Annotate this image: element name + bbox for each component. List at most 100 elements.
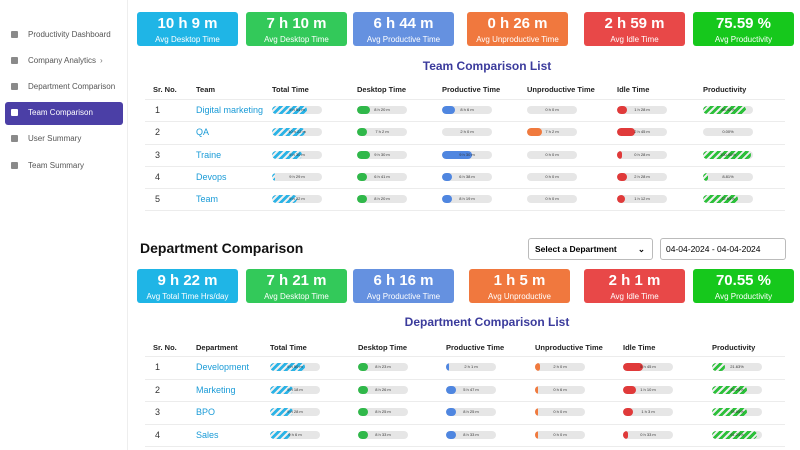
progress-track: 8 h 25 m xyxy=(358,408,408,416)
progress-track: 8 h 20 m xyxy=(357,195,407,203)
progress-label: 8 h 6 m xyxy=(460,107,474,112)
progress-label: 8.81% xyxy=(722,174,734,179)
progress-label: 9 h 30 m xyxy=(289,152,305,157)
nav-icon xyxy=(11,57,18,64)
progress-track: 0 h 28 m xyxy=(617,151,667,159)
stat-value: 10 h 9 m xyxy=(157,15,218,32)
progress-label: 21.63% xyxy=(730,364,744,369)
stat-card: 0 h 26 m Avg Unproductive Time xyxy=(467,12,568,46)
row-name[interactable]: Team xyxy=(196,194,219,204)
progress-track: 75.24% xyxy=(712,386,762,394)
stat-card: 2 h 1 m Avg Idle Time xyxy=(584,269,685,303)
list-title: Department Comparison List xyxy=(404,315,570,329)
row-name[interactable]: Traine xyxy=(196,150,222,160)
column-header: Sr. No. xyxy=(153,343,177,352)
nav-item[interactable]: Company Analytics xyxy=(28,56,97,65)
nav-item[interactable]: Team Summary xyxy=(28,161,85,170)
chevron: › xyxy=(100,56,103,65)
row-divider xyxy=(145,121,785,122)
progress-track: 8 h 25 m xyxy=(446,408,496,416)
row-divider xyxy=(145,99,785,100)
progress-fill xyxy=(617,151,622,159)
progress-track: 1 h 12 m xyxy=(617,195,667,203)
column-header: Productive Time xyxy=(442,85,501,94)
nav-icon xyxy=(11,162,18,169)
progress-fill xyxy=(358,408,368,416)
progress-fill xyxy=(617,195,625,203)
column-header: Productivity xyxy=(712,343,756,352)
stat-card: 9 h 22 m Avg Total Time Hrs/day xyxy=(137,269,238,303)
stat-card: 10 h 9 m Avg Desktop Time xyxy=(137,12,238,46)
row-number: 2 xyxy=(155,385,161,395)
row-name[interactable]: Sales xyxy=(196,430,219,440)
row-number: 1 xyxy=(155,105,161,115)
progress-label: 0 h 6 m xyxy=(553,387,567,392)
column-header: Productive Time xyxy=(446,343,505,352)
row-name[interactable]: Digital marketing xyxy=(196,105,264,115)
progress-fill xyxy=(357,151,370,159)
progress-fill xyxy=(617,106,627,114)
active-nav-bg xyxy=(5,102,123,125)
progress-label: 5 h 45 m xyxy=(640,364,656,369)
row-name[interactable]: Devops xyxy=(196,172,227,182)
progress-label: 9 h 6 m xyxy=(288,432,302,437)
progress-label: 9 h 30 m xyxy=(374,152,390,157)
progress-fill xyxy=(712,431,757,439)
progress-label: 0 h 33 m xyxy=(640,432,656,437)
progress-label: 8 h 19 m xyxy=(459,196,475,201)
progress-track: 0.00% xyxy=(703,128,753,136)
nav-item[interactable]: Department Comparison xyxy=(28,82,116,91)
progress-track: 8.81% xyxy=(703,173,753,181)
progress-fill xyxy=(357,128,367,136)
progress-label: 2 h 45 m xyxy=(634,129,650,134)
progress-track: 8 h 33 m xyxy=(358,431,408,439)
stat-label: Avg Idle Time xyxy=(610,35,659,44)
department-select[interactable]: Select a Department ⌄ xyxy=(528,238,653,260)
progress-track: 21.63% xyxy=(712,363,762,371)
date-text: 04-04-2024 - 04-04-2024 xyxy=(666,244,761,254)
progress-track: 0 h 0 m xyxy=(535,408,585,416)
progress-label: 9 h 18 m xyxy=(287,387,303,392)
stat-value: 0 h 26 m xyxy=(487,15,548,32)
progress-track: 1 h 10 m xyxy=(623,386,673,394)
progress-track: 9 h 30 m xyxy=(357,151,407,159)
progress-fill xyxy=(270,408,293,416)
progress-fill xyxy=(527,128,542,136)
sidebar xyxy=(0,0,128,450)
row-name[interactable]: QA xyxy=(196,127,210,137)
stat-card: 2 h 59 m Avg Idle Time xyxy=(584,12,685,46)
row-divider xyxy=(145,401,785,402)
progress-label: 6 h 41 m xyxy=(374,174,390,179)
progress-label: 8 h 20 m xyxy=(374,107,390,112)
stat-value: 75.59 % xyxy=(715,15,772,32)
progress-track: 1 h 3 m xyxy=(623,408,673,416)
column-header: Productivity xyxy=(703,85,747,94)
section-title: Department Comparison xyxy=(140,240,304,256)
list-title: Team Comparison List xyxy=(422,59,552,73)
nav-item[interactable]: Productivity Dashboard xyxy=(28,30,111,39)
row-name[interactable]: Marketing xyxy=(196,385,236,395)
select-text: Select a Department xyxy=(535,244,617,254)
progress-label: 2 h 0 m xyxy=(553,364,567,369)
progress-track: 9 h 29 m xyxy=(272,173,322,181)
stat-value: 2 h 1 m xyxy=(608,272,661,289)
progress-track: 0 h 0 m xyxy=(527,173,577,181)
progress-fill xyxy=(712,408,747,416)
row-name[interactable]: BPO xyxy=(196,407,216,417)
nav-icon xyxy=(11,135,18,142)
stat-label: Avg Total Time Hrs/day xyxy=(146,292,229,301)
progress-label: 9 h 32 m xyxy=(289,196,305,201)
row-divider xyxy=(145,144,785,145)
stat-card: 70.55 % Avg Productivity xyxy=(693,269,794,303)
progress-track: 7 h 2 m xyxy=(527,128,577,136)
progress-label: 8 h 20 m xyxy=(374,196,390,201)
stat-value: 9 h 22 m xyxy=(157,272,218,289)
date-range[interactable]: 04-04-2024 - 04-04-2024 xyxy=(660,238,786,260)
nav-item[interactable]: Team Comparison xyxy=(28,108,93,117)
progress-label: 0.00% xyxy=(722,129,734,134)
nav-item[interactable]: User Summary xyxy=(28,134,82,143)
row-name[interactable]: Development xyxy=(196,362,250,372)
nav-icon xyxy=(11,109,18,116)
stat-card: 6 h 16 m Avg Productive Time xyxy=(353,269,454,303)
